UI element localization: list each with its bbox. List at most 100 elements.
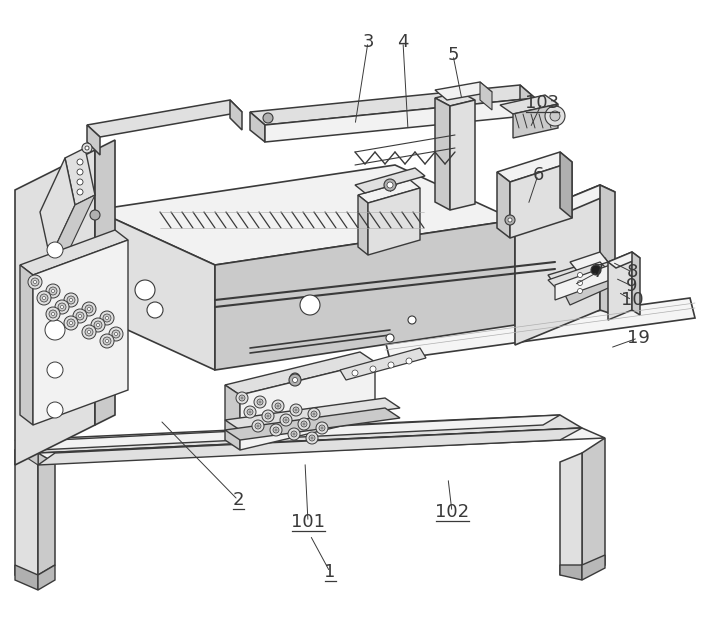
Polygon shape (565, 275, 615, 305)
Circle shape (263, 113, 273, 123)
Circle shape (388, 362, 394, 368)
Polygon shape (515, 185, 600, 345)
Circle shape (288, 428, 300, 440)
Polygon shape (225, 398, 400, 430)
Polygon shape (515, 185, 615, 228)
Polygon shape (87, 125, 100, 155)
Circle shape (47, 402, 63, 418)
Circle shape (46, 307, 60, 321)
Circle shape (88, 308, 90, 311)
Polygon shape (225, 408, 400, 440)
Circle shape (267, 415, 269, 417)
Text: 7: 7 (592, 263, 604, 281)
Polygon shape (632, 252, 640, 315)
Circle shape (97, 323, 100, 326)
Circle shape (578, 273, 583, 278)
Circle shape (28, 275, 42, 289)
Text: 2: 2 (232, 491, 244, 509)
Circle shape (265, 413, 271, 419)
Circle shape (147, 302, 163, 318)
Circle shape (47, 242, 63, 258)
Polygon shape (600, 185, 615, 315)
Circle shape (300, 295, 320, 315)
Circle shape (254, 396, 266, 408)
Polygon shape (548, 258, 612, 285)
Circle shape (289, 374, 301, 386)
Circle shape (291, 431, 297, 437)
Circle shape (273, 427, 279, 433)
Circle shape (82, 302, 96, 316)
Circle shape (64, 293, 78, 307)
Circle shape (49, 287, 57, 295)
Circle shape (64, 316, 78, 330)
Circle shape (252, 420, 264, 432)
Circle shape (67, 319, 75, 327)
Circle shape (135, 280, 155, 300)
Circle shape (293, 376, 297, 380)
Text: 10: 10 (620, 291, 644, 309)
Circle shape (257, 399, 263, 405)
Circle shape (76, 312, 84, 320)
Polygon shape (15, 565, 38, 590)
Polygon shape (435, 92, 475, 106)
Polygon shape (33, 240, 128, 425)
Circle shape (384, 179, 396, 191)
Circle shape (311, 437, 313, 439)
Polygon shape (65, 148, 95, 205)
Circle shape (55, 300, 69, 314)
Circle shape (43, 296, 46, 300)
Polygon shape (582, 438, 605, 565)
Circle shape (47, 362, 63, 378)
Text: 9: 9 (626, 277, 638, 295)
Circle shape (103, 337, 111, 345)
Polygon shape (548, 262, 610, 290)
Circle shape (545, 106, 565, 126)
Polygon shape (95, 140, 115, 425)
Circle shape (309, 435, 315, 441)
Circle shape (270, 424, 282, 436)
Polygon shape (497, 152, 572, 182)
Circle shape (77, 189, 83, 195)
Circle shape (85, 305, 93, 313)
Circle shape (73, 309, 87, 323)
Circle shape (67, 296, 75, 304)
Circle shape (578, 281, 583, 286)
Polygon shape (215, 220, 515, 370)
Polygon shape (95, 210, 215, 370)
Circle shape (40, 294, 48, 302)
Polygon shape (250, 85, 535, 125)
Circle shape (90, 210, 100, 220)
Circle shape (370, 366, 376, 372)
Polygon shape (608, 252, 632, 320)
Polygon shape (20, 230, 128, 275)
Circle shape (244, 406, 256, 418)
Circle shape (550, 111, 560, 121)
Polygon shape (20, 265, 33, 425)
Circle shape (105, 316, 109, 319)
Circle shape (257, 425, 259, 427)
Circle shape (51, 290, 55, 293)
Circle shape (85, 328, 93, 336)
Circle shape (105, 339, 109, 343)
Circle shape (100, 334, 114, 348)
Polygon shape (40, 158, 75, 258)
Circle shape (77, 159, 83, 165)
Polygon shape (15, 150, 95, 465)
Polygon shape (38, 415, 560, 450)
Circle shape (100, 311, 114, 325)
Circle shape (275, 403, 281, 409)
Polygon shape (520, 85, 535, 115)
Circle shape (82, 143, 92, 153)
Text: 8: 8 (626, 263, 638, 281)
Circle shape (31, 278, 39, 286)
Text: 102: 102 (435, 503, 469, 521)
Polygon shape (435, 98, 450, 210)
Circle shape (236, 392, 248, 404)
Circle shape (77, 179, 83, 185)
Polygon shape (15, 450, 38, 465)
Circle shape (114, 333, 118, 336)
Polygon shape (560, 453, 582, 575)
Circle shape (292, 378, 297, 383)
Circle shape (352, 370, 358, 376)
Circle shape (303, 423, 305, 425)
